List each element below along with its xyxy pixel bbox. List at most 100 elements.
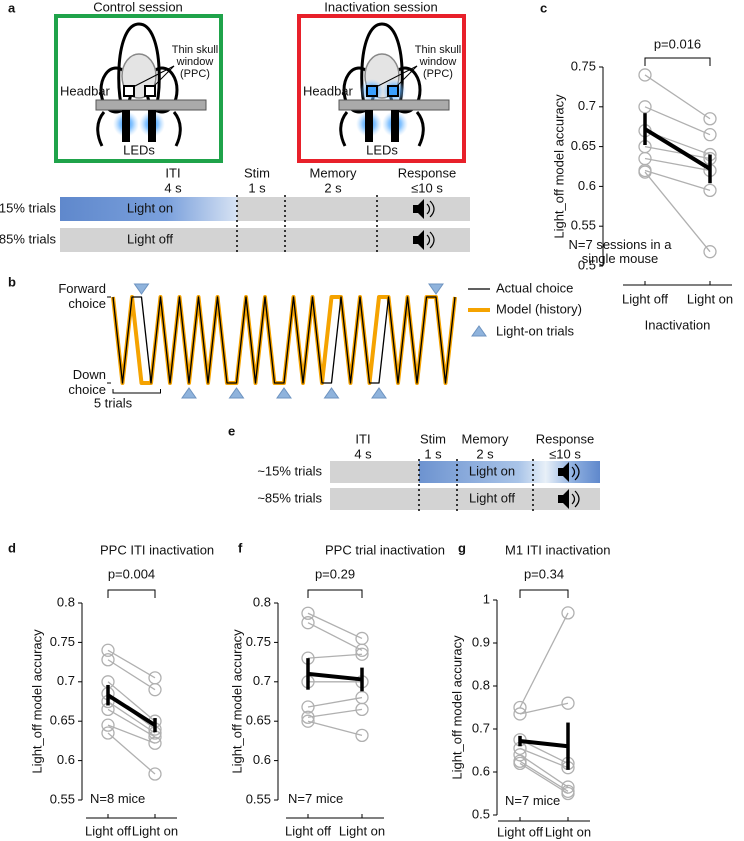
pair-line [307,708,363,718]
pair-line [644,145,711,160]
headbar [95,99,207,111]
epoch-duration: 4 s [354,446,372,461]
y-tick-label: Down choice [68,367,106,397]
y-tick-label: 0.75 [571,58,596,73]
light-period [60,197,237,221]
window [144,85,156,97]
chart-title: PPC trial inactivation [325,542,445,557]
speaker-icon [558,489,569,509]
x-tick-label: Light off [497,824,543,839]
annotation: N=7 sessions in a single mouse [568,237,672,266]
led-label: LEDs [123,142,155,157]
data-point [703,245,717,259]
y-tick-label: 0.5 [472,806,490,821]
y-tick-label: 0.65 [50,713,75,728]
significance-bracket [519,589,569,598]
data-point [638,68,652,82]
light-period [419,461,600,483]
y-tick-label: 1 [483,591,490,606]
pair-line [307,653,363,659]
pair-line [307,720,363,737]
session-box [54,14,223,163]
data-point [101,718,115,732]
y-axis-label: Light_off model accuracy [229,629,244,774]
panel-label: g [458,540,466,555]
light-on-marker [323,387,340,399]
data-point [561,786,575,801]
speaker-icon [558,462,569,482]
significance-bracket [644,57,711,66]
scale-label: 5 trials [94,395,133,410]
sound-wave [426,231,435,249]
chart-title: M1 ITI inactivation [505,542,611,557]
pair-line [519,747,569,769]
data-point [561,606,575,620]
pair-line [107,659,156,691]
row-label: ~85% trials [257,490,322,505]
panel-label: f [238,540,243,555]
data-point [301,700,315,714]
p-value: p=0.004 [108,566,155,581]
light-label: Light on [469,463,515,478]
data-point [703,112,717,126]
panel-label: d [8,540,16,555]
pair-line [107,708,156,738]
epoch-duration: 1 s [248,180,266,195]
epoch-duration: ≤10 s [549,446,581,461]
scale-bar [112,389,161,394]
data-point [638,100,652,114]
headbar-label: Headbar [60,83,111,98]
pair-line [644,106,711,136]
led-post [148,110,156,142]
led-post [122,110,130,142]
p-value: p=0.016 [654,36,701,51]
data-point [703,183,717,198]
pair-line [644,171,711,253]
x-tick-label: Light off [285,823,331,838]
row-label: ~15% trials [0,200,56,215]
epoch-name: Memory [310,165,357,180]
x-tick-label: Light off [622,291,668,306]
legend-marker [471,325,487,337]
data-point [561,780,575,794]
speaker-icon [413,230,424,250]
y-tick-label: 0.75 [50,634,75,649]
y-axis-label: Light_off model accuracy [29,629,44,774]
pair-line [519,702,569,715]
arrow [375,65,418,88]
epoch-name: Response [536,431,595,446]
y-axis-label: Light_off model accuracy [449,635,464,780]
pair-line [519,612,569,708]
mean-line [519,739,569,749]
epoch-duration: 2 s [324,180,342,195]
sound-wave [571,490,580,508]
y-tick-label: 0.8 [57,594,75,609]
y-axis-label: Light_off model accuracy [551,94,566,239]
sound-wave [426,200,435,218]
panel-label: b [8,274,16,289]
light-on-marker [428,283,444,295]
led-label: LEDs [366,142,398,157]
y-tick-label: 0.7 [253,673,271,688]
panel-label: a [8,0,16,15]
mean-line [307,671,363,682]
data-point [355,643,369,657]
legend-label: Light-on trials [496,323,575,338]
panel-label: c [540,0,547,15]
pair-line [107,732,156,775]
y-tick-label: 0.75 [246,634,271,649]
pair-line [107,700,156,734]
epoch-name: Response [398,165,457,180]
chart-title: PPC ITI inactivation [100,542,214,557]
headbar-label: Headbar [303,83,354,98]
trial-bar [60,228,470,252]
window [366,85,378,97]
y-tick-label: 0.55 [246,791,271,806]
y-tick-label: 0.6 [472,763,490,778]
pair-line [644,157,711,172]
x-tick-label: Light on [339,823,385,838]
session-title: Inactivation session [324,0,437,14]
light-on-marker [133,283,150,295]
sound-wave [571,463,580,481]
